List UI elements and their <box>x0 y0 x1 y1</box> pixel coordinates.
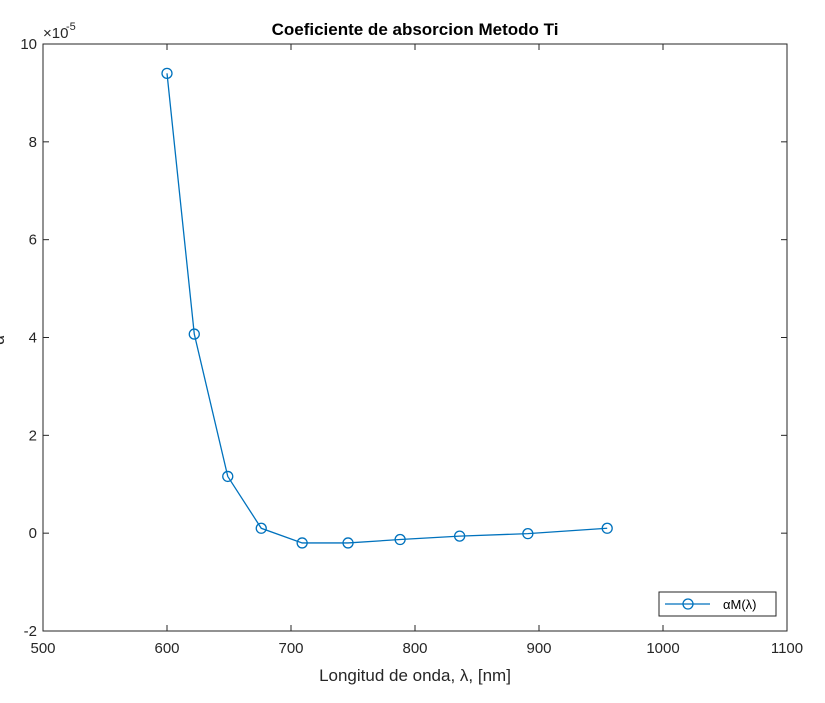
data-point <box>394 533 406 546</box>
series-layer <box>161 67 613 549</box>
data-point <box>161 67 173 79</box>
y-tick-label: 8 <box>29 134 37 151</box>
data-point <box>222 470 234 483</box>
data-point <box>601 522 613 534</box>
y-tick-label: 10 <box>20 36 37 53</box>
tick-labels: 500 600 700 800 900 1000 1100 -2 0 2 4 6 8 10 <box>20 36 803 657</box>
y-axis-label: α <box>0 335 8 345</box>
series-line <box>166 73 608 544</box>
data-point <box>188 328 200 340</box>
y-tick-label: 0 <box>29 525 37 542</box>
x-axis-label: Longitud de onda, λ, [nm] <box>319 666 511 685</box>
plot-area <box>43 44 787 631</box>
legend-marker-sample <box>682 598 694 610</box>
x-tick-label: 1000 <box>646 640 679 657</box>
x-tick-label: 800 <box>402 640 427 657</box>
y-tick-label: 4 <box>29 330 37 347</box>
y-tick-label: -2 <box>24 623 37 640</box>
data-point <box>255 522 267 534</box>
x-tick-label: 1100 <box>771 640 803 657</box>
x-tick-label: 600 <box>154 640 179 657</box>
y-multiplier-exponent: -5 <box>66 21 76 33</box>
data-point <box>296 537 308 549</box>
plot-frame <box>42 43 788 632</box>
data-point <box>453 530 466 542</box>
data-point <box>342 537 354 549</box>
y-tick-label: 6 <box>29 232 37 249</box>
y-multiplier: ×10 -5 <box>43 21 76 42</box>
x-tick-label: 700 <box>278 640 303 657</box>
legend-entry-label: αM(λ) <box>723 597 757 612</box>
x-tick-label: 900 <box>526 640 551 657</box>
chart-title: Coeficiente de absorcion Metodo Ti <box>272 20 559 39</box>
y-multiplier-base: ×10 <box>43 25 68 42</box>
data-point <box>522 528 534 540</box>
y-tick-label: 2 <box>29 427 37 444</box>
x-tick-label: 500 <box>30 640 55 657</box>
legend: αM(λ) <box>658 591 777 617</box>
